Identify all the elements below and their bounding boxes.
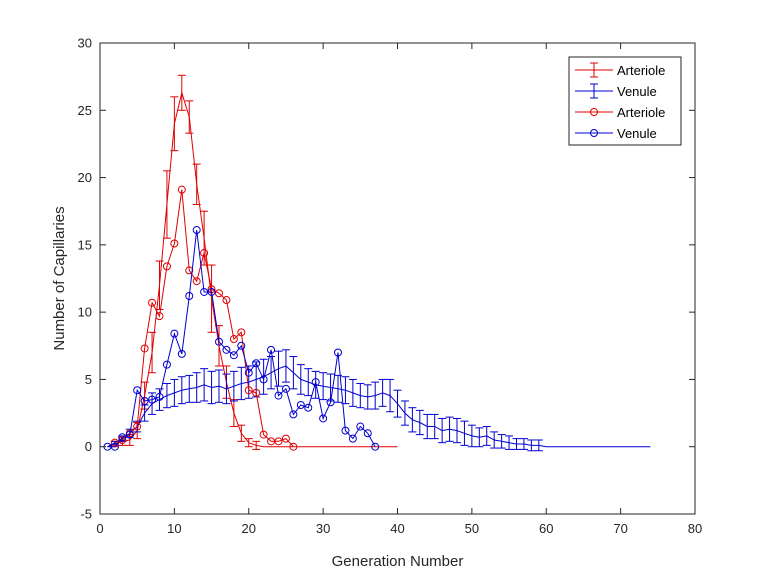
legend: Arteriole Venule Arteriole Venule — [568, 56, 682, 146]
data-point — [229, 351, 238, 360]
y-tick-label: 0 — [85, 439, 92, 454]
legend-label: Arteriole — [617, 63, 665, 78]
data-point — [289, 410, 298, 419]
series-line — [107, 365, 651, 448]
data-point — [259, 430, 268, 439]
data-point — [207, 287, 216, 296]
y-tick-label: -5 — [80, 507, 92, 522]
y-tick-label: 10 — [78, 305, 92, 320]
legend-label: Arteriole — [617, 105, 665, 120]
y-axis-label: Number of Capillaries — [51, 206, 68, 350]
legend-marker — [590, 129, 598, 137]
x-tick-label: 0 — [96, 521, 103, 536]
y-tick-label: 25 — [78, 103, 92, 118]
data-point — [274, 391, 283, 400]
data-point — [192, 226, 201, 235]
x-tick-label: 60 — [539, 521, 553, 536]
x-tick-label: 10 — [167, 521, 181, 536]
data-point — [252, 388, 261, 397]
data-point — [177, 185, 186, 194]
legend-label: Venule — [617, 126, 657, 141]
y-tick-label: 20 — [78, 170, 92, 185]
data-point — [118, 433, 127, 442]
x-tick-label: 70 — [613, 521, 627, 536]
x-tick-label: 40 — [390, 521, 404, 536]
data-point — [148, 395, 157, 404]
data-point — [371, 442, 380, 451]
plot-area — [103, 74, 651, 452]
data-point — [237, 341, 246, 350]
x-tick-label: 80 — [688, 521, 702, 536]
series-line — [114, 189, 294, 448]
data-point — [244, 368, 253, 377]
data-point — [326, 398, 335, 407]
data-point — [281, 384, 290, 393]
data-point — [170, 239, 179, 248]
data-point — [110, 442, 119, 451]
data-point — [155, 312, 164, 321]
legend-item: Arteriole — [575, 62, 665, 78]
data-point — [140, 396, 149, 405]
data-point — [133, 386, 142, 395]
data-point — [304, 403, 313, 412]
legend-item: Venule — [575, 83, 657, 99]
data-point — [170, 329, 179, 338]
series-3 — [103, 226, 380, 451]
data-point — [125, 430, 134, 439]
data-point — [237, 328, 246, 337]
series-line — [107, 230, 376, 448]
data-point — [229, 335, 238, 344]
data-point — [185, 266, 194, 275]
data-point — [215, 337, 223, 346]
legend-label: Venule — [617, 84, 657, 99]
legend-marker — [590, 108, 598, 116]
data-point — [118, 435, 127, 444]
data-point — [162, 262, 171, 271]
data-point — [185, 291, 194, 300]
data-point — [363, 429, 372, 438]
data-point — [348, 434, 357, 443]
legend-box — [568, 56, 682, 146]
axes: 0 10 20 30 40 50 60 70 80 -5 0 5 10 15 20 25 30 — [78, 36, 703, 537]
data-point — [334, 348, 342, 357]
x-tick-label: 20 — [242, 521, 256, 536]
data-point — [311, 378, 320, 387]
y-tick-label: 15 — [78, 237, 92, 252]
legend-item: Venule — [575, 126, 657, 141]
series-1 — [107, 349, 651, 452]
data-point — [296, 400, 305, 409]
x-tick-label: 50 — [465, 521, 479, 536]
data-point — [252, 359, 261, 368]
y-tick-label: 30 — [78, 36, 92, 51]
data-point — [289, 442, 298, 451]
data-point — [244, 386, 253, 395]
data-point — [215, 289, 223, 298]
data-point — [222, 345, 231, 354]
data-point — [319, 414, 328, 423]
data-point — [192, 277, 201, 286]
x-tick-label: 30 — [316, 521, 330, 536]
series-line — [107, 90, 398, 448]
data-point — [259, 375, 268, 384]
y-tick-label: 5 — [85, 372, 92, 387]
x-axis-label: Generation Number — [332, 553, 464, 570]
data-point — [341, 426, 350, 435]
data-point — [162, 360, 171, 369]
series-2 — [110, 185, 298, 451]
data-point — [155, 392, 164, 401]
data-point — [177, 349, 186, 358]
data-point — [200, 248, 209, 257]
legend-item: Arteriole — [575, 105, 665, 120]
data-point — [267, 345, 276, 354]
data-point — [140, 344, 149, 353]
data-point — [148, 298, 157, 307]
data-point — [133, 422, 142, 431]
data-point — [281, 434, 290, 443]
data-point — [274, 437, 283, 446]
data-point — [222, 296, 231, 305]
data-point — [356, 422, 365, 431]
